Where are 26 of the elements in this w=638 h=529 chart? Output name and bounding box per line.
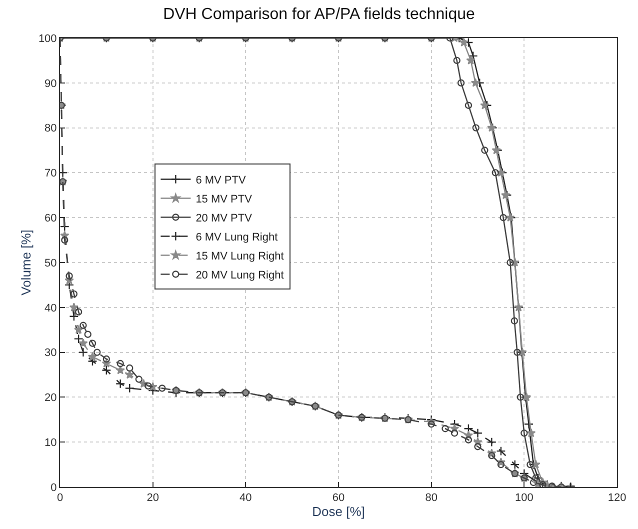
legend-label: 20 MV Lung Right xyxy=(196,270,284,282)
y-tick-label: 30 xyxy=(44,347,57,360)
legend-label: 20 MV PTV xyxy=(196,212,253,225)
y-tick-label: 20 xyxy=(44,392,57,404)
y-tick-label: 80 xyxy=(44,122,57,135)
legend-label: 6 MV Lung Right xyxy=(196,232,278,244)
x-tick-label: 120 xyxy=(608,492,626,504)
x-tick-label: 20 xyxy=(146,492,159,504)
y-tick-label: 100 xyxy=(38,32,57,45)
y-tick-label: 0 xyxy=(50,482,57,494)
legend-label: 6 MV PTV xyxy=(196,174,246,187)
y-tick-label: 10 xyxy=(44,436,57,449)
y-tick-label: 40 xyxy=(44,302,57,314)
x-tick-label: 80 xyxy=(425,492,438,504)
x-tick-label: 40 xyxy=(240,492,252,504)
legend-label: 15 MV Lung Right xyxy=(196,250,284,263)
chart-title: DVH Comparison for AP/PA fields technique xyxy=(163,6,476,24)
x-tick-label: 60 xyxy=(332,492,345,504)
y-tick-label: 90 xyxy=(44,78,57,90)
x-axis-title: Dose [%] xyxy=(312,504,365,520)
x-tick-label: 100 xyxy=(514,492,534,504)
y-tick-label: 60 xyxy=(44,212,57,224)
y-tick-label: 50 xyxy=(44,257,57,270)
legend-label: 15 MV PTV xyxy=(196,194,253,206)
y-tick-label: 70 xyxy=(44,168,57,180)
y-axis-title: Volume [%] xyxy=(18,230,34,296)
